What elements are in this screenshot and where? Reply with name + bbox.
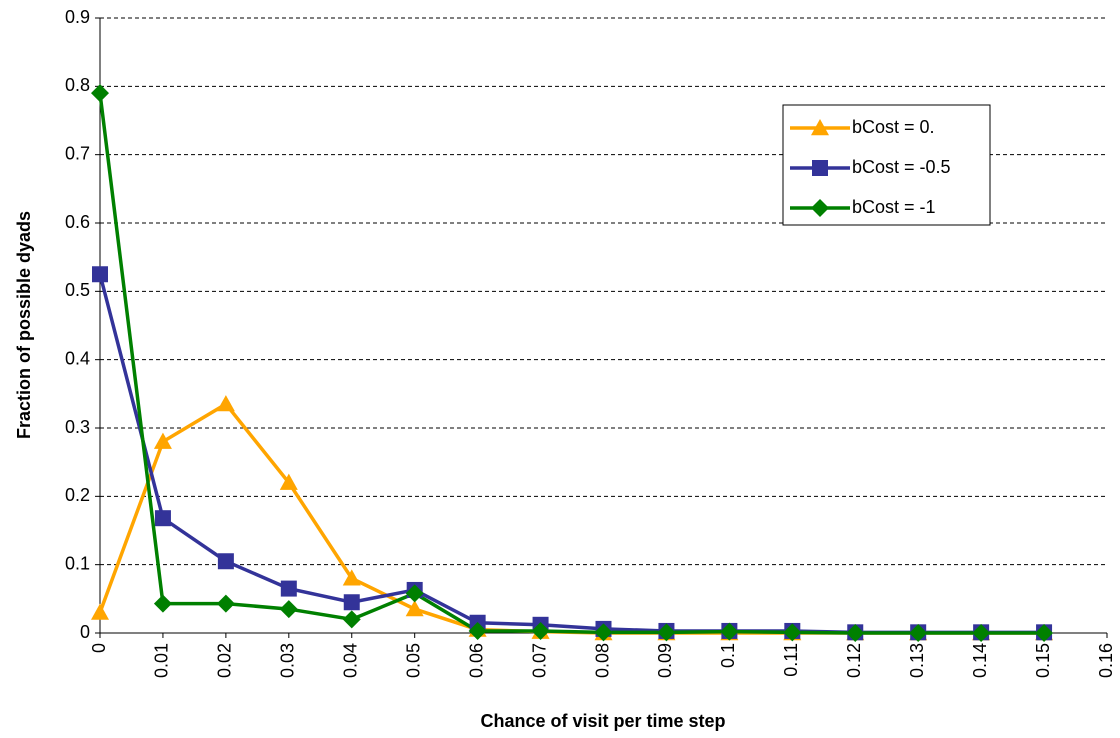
- marker: [1035, 624, 1054, 642]
- marker: [217, 553, 234, 570]
- marker: [92, 266, 108, 283]
- y-tick-label: 0: [80, 622, 90, 642]
- marker: [216, 594, 235, 613]
- marker: [783, 623, 802, 642]
- marker: [279, 473, 298, 490]
- y-tick-label: 0.4: [65, 348, 90, 368]
- y-tick-label: 0.6: [65, 212, 90, 232]
- y-tick-label: 0.7: [65, 143, 90, 163]
- x-tick-label: 0.06: [466, 643, 486, 678]
- x-tick-label: 0.07: [529, 643, 549, 678]
- marker: [812, 160, 828, 176]
- marker: [153, 432, 172, 449]
- y-tick-label: 0.5: [65, 280, 90, 300]
- marker: [468, 621, 487, 640]
- x-tick-label: 0.02: [215, 643, 235, 678]
- marker: [531, 621, 550, 640]
- marker: [280, 580, 297, 597]
- y-tick-label: 0.1: [65, 553, 90, 573]
- y-tick-label: 0.3: [65, 417, 90, 437]
- marker: [594, 623, 613, 642]
- legend: bCost = 0. bCost = -0.5 bCost = -1: [782, 104, 991, 226]
- marker: [811, 119, 829, 136]
- marker: [972, 624, 991, 642]
- marker: [279, 600, 298, 619]
- marker: [154, 510, 171, 527]
- y-axis-label: Fraction of possible dyads: [14, 211, 34, 439]
- marker: [846, 624, 865, 642]
- x-tick-label: 0.14: [970, 643, 990, 678]
- x-tick-label: 0.12: [844, 643, 864, 678]
- series-line: [98, 273, 1045, 635]
- marker: [909, 624, 928, 642]
- marker: [342, 569, 361, 586]
- x-tick-label: 0.04: [341, 643, 361, 678]
- x-tick-label: 0.15: [1033, 643, 1053, 678]
- x-tick-label: 0: [89, 643, 109, 653]
- marker: [91, 603, 109, 620]
- marker: [811, 199, 829, 217]
- x-tick-label: 0.08: [592, 643, 612, 678]
- x-tick-label: 0.13: [907, 643, 927, 678]
- marker: [657, 623, 676, 642]
- x-tick-label: 0.16: [1096, 643, 1116, 678]
- marker: [343, 594, 360, 611]
- marker: [91, 84, 109, 103]
- series-line: [98, 92, 1045, 635]
- marker: [405, 584, 424, 603]
- marker: [405, 600, 424, 617]
- legend-label: bCost = -1: [852, 197, 936, 217]
- legend-label: bCost = 0.: [852, 117, 935, 137]
- marker: [720, 622, 739, 641]
- x-tick-label: 0.05: [403, 643, 423, 678]
- x-tick-label: 0.03: [278, 643, 298, 678]
- x-tick-label: 0.11: [781, 643, 801, 677]
- x-tick-label: 0.1: [718, 643, 738, 668]
- y-tick-label: 0.9: [65, 7, 90, 27]
- marker: [216, 395, 235, 412]
- marker: [153, 594, 172, 613]
- legend-label: bCost = -0.5: [852, 157, 951, 177]
- series-line: [98, 401, 1045, 635]
- y-tick-label: 0.8: [65, 75, 90, 95]
- marker: [342, 610, 361, 629]
- x-axis-label: Chance of visit per time step: [480, 711, 725, 731]
- y-tick-label: 0.2: [65, 485, 90, 505]
- x-tick-label: 0.01: [152, 643, 172, 678]
- x-tick-label: 0.09: [655, 643, 675, 678]
